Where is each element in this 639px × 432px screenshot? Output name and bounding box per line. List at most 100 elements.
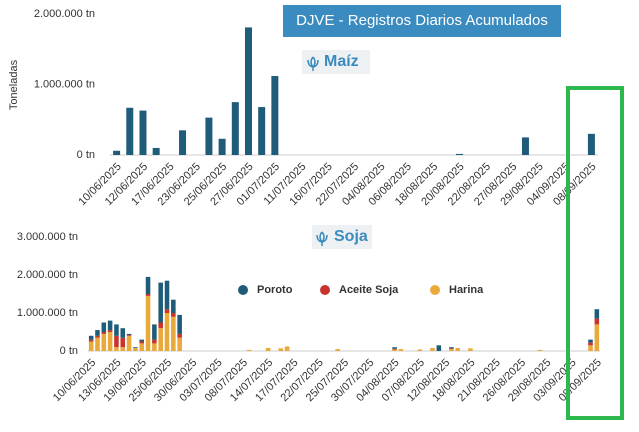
bar-segment: [537, 349, 543, 351]
bar-segment: [88, 339, 94, 342]
subtitle: Maíz: [324, 53, 359, 70]
bar-segment: [114, 347, 119, 351]
bar-segment: [594, 324, 600, 351]
bar-segment: [417, 349, 423, 351]
chart-title: DJVE - Registros Diarios Acumulados: [296, 12, 548, 29]
bar-segment: [126, 333, 132, 336]
bar-segment: [455, 347, 461, 351]
bar-segment: [594, 309, 600, 319]
bar-segment: [95, 337, 100, 351]
y-tick-label: 3.000.000 tn: [17, 231, 78, 243]
bar-segment: [449, 348, 454, 350]
bar: [258, 107, 266, 155]
bar-segment: [158, 322, 163, 329]
y-tick-label: 0 tn: [77, 149, 95, 161]
title-box: [283, 5, 561, 37]
bar-segment: [594, 318, 600, 325]
legend-label: Poroto: [257, 284, 293, 296]
subtitle: Soja: [334, 228, 368, 245]
bar-segment: [133, 347, 138, 351]
bar-segment: [152, 343, 157, 351]
bar-segment: [468, 348, 473, 351]
bar: [126, 107, 134, 155]
bar: [205, 117, 213, 155]
bar-segment: [278, 348, 284, 351]
bar-segment: [171, 316, 176, 351]
bar-segment: [107, 332, 113, 351]
legend-swatch: [238, 285, 248, 295]
bar-segment: [88, 335, 94, 340]
bar-segment: [171, 299, 176, 313]
bar: [231, 102, 239, 155]
y-tick-label: 1.000.000 tn: [17, 307, 78, 319]
bar: [152, 147, 160, 155]
bar-segment: [171, 313, 176, 317]
bar: [139, 110, 147, 155]
bar: [244, 27, 252, 155]
bar-segment: [120, 347, 126, 351]
bar-segment: [120, 337, 126, 348]
bar-segment: [126, 335, 132, 351]
bar-segment: [145, 295, 151, 351]
bar-segment: [107, 320, 113, 331]
bar-segment: [392, 348, 397, 350]
bar-segment: [101, 332, 107, 334]
bar-segment: [88, 341, 94, 351]
bar-segment: [177, 333, 182, 338]
bar-segment: [139, 339, 145, 342]
bar-segment: [449, 349, 454, 351]
bar-segment: [164, 313, 170, 351]
y-axis-label: Toneladas: [8, 59, 20, 110]
bar-segment: [398, 349, 404, 351]
bar-segment: [335, 349, 340, 351]
bar-segment: [152, 324, 157, 340]
bar-segment: [164, 280, 170, 310]
legend-label: Aceite Soja: [339, 284, 399, 296]
bar-segment: [101, 333, 107, 351]
bar: [271, 76, 279, 155]
bar: [218, 138, 226, 155]
leaf-icon: [307, 56, 319, 71]
y-tick-label: 1.000.000 tn: [34, 78, 95, 90]
bar-segment: [588, 339, 593, 343]
bar-segment: [120, 328, 126, 338]
bar-segment: [588, 342, 593, 346]
bar-segment: [449, 347, 454, 349]
bar-segment: [139, 341, 145, 344]
bar-segment: [145, 294, 151, 296]
bar-segment: [246, 349, 252, 351]
leaf-icon: [316, 231, 328, 246]
bar-segment: [145, 276, 151, 294]
bar-segment: [284, 346, 290, 351]
y-tick-label: 0 tn: [60, 345, 78, 357]
bar-segment: [164, 309, 170, 313]
bar: [179, 130, 187, 155]
bar-segment: [430, 347, 435, 351]
bar: [587, 133, 595, 155]
bar-segment: [436, 345, 442, 351]
legend-swatch: [320, 285, 330, 295]
bar-segment: [177, 337, 182, 351]
legend-swatch: [430, 285, 440, 295]
bar: [456, 153, 464, 155]
bar-segment: [158, 328, 163, 351]
bar-segment: [126, 335, 132, 336]
bar-segment: [152, 339, 157, 344]
y-tick-label: 2.000.000 tn: [17, 269, 78, 281]
bar: [113, 150, 121, 155]
bar-segment: [177, 314, 182, 334]
bar-segment: [101, 322, 107, 332]
bar-segment: [588, 345, 593, 351]
bar-segment: [139, 343, 145, 351]
bar-segment: [392, 347, 397, 349]
bar-segment: [392, 349, 397, 351]
legend-label: Harina: [449, 284, 484, 296]
bar-segment: [114, 335, 119, 348]
y-tick-label: 2.000.000 tn: [34, 8, 95, 20]
bar-segment: [95, 330, 100, 336]
highlight-box: [566, 86, 624, 420]
bar-segment: [114, 324, 119, 336]
bar-segment: [265, 347, 271, 351]
bar-segment: [107, 330, 113, 332]
